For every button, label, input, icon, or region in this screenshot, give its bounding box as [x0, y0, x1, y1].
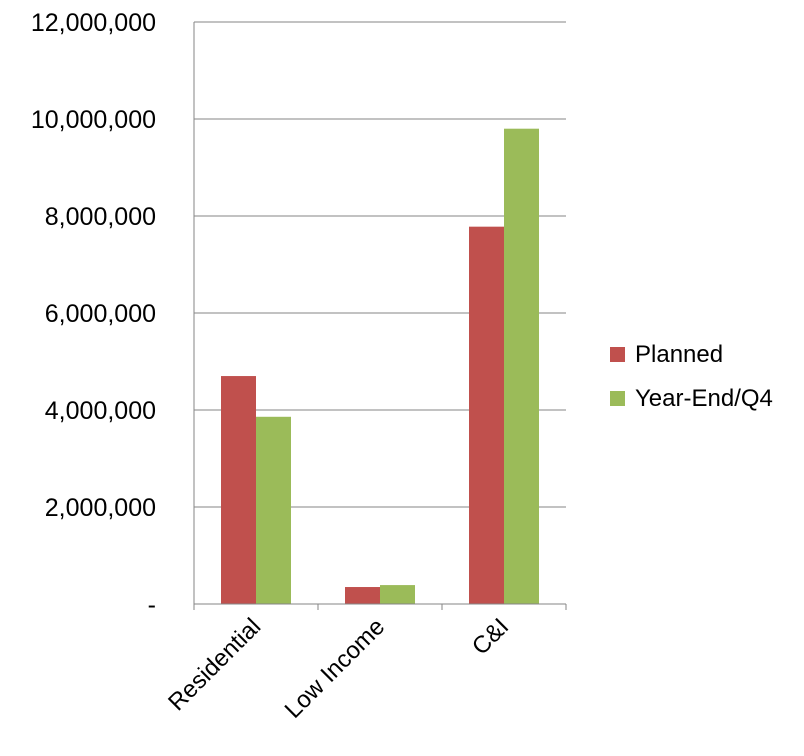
x-category-label: Residential — [163, 613, 266, 716]
legend: Planned Year-End/Q4 — [610, 341, 773, 412]
bars — [221, 128, 539, 605]
legend-label: Planned — [635, 341, 723, 368]
bar-planned-c-i — [469, 226, 504, 605]
bar-planned-low-income — [345, 587, 380, 604]
legend-swatch — [610, 391, 625, 406]
x-axis-category-labels: Residential Low Income C&I — [163, 613, 514, 724]
y-tick-label: - — [148, 591, 156, 619]
x-category-label: C&I — [467, 613, 514, 660]
y-tick-label: 12,000,000 — [31, 9, 156, 37]
bar-year-end-q4-c-i — [504, 128, 539, 604]
bar-year-end-q4-residential — [256, 416, 291, 604]
bar-planned-residential — [221, 376, 256, 604]
legend-swatch — [610, 347, 625, 362]
y-tick-label: 10,000,000 — [31, 106, 156, 134]
y-tick-label: 8,000,000 — [45, 203, 156, 231]
legend-label: Year-End/Q4 — [635, 385, 773, 412]
y-tick-label: 6,000,000 — [45, 300, 156, 328]
bar-year-end-q4-low-income — [380, 585, 415, 604]
axes — [193, 22, 567, 610]
y-axis-tick-labels: - 2,000,000 4,000,000 6,000,000 8,000,000 10,… — [31, 9, 156, 619]
x-category-label: Low Income — [280, 613, 391, 724]
y-tick-label: 4,000,000 — [45, 397, 156, 425]
y-tick-label: 2,000,000 — [45, 494, 156, 522]
